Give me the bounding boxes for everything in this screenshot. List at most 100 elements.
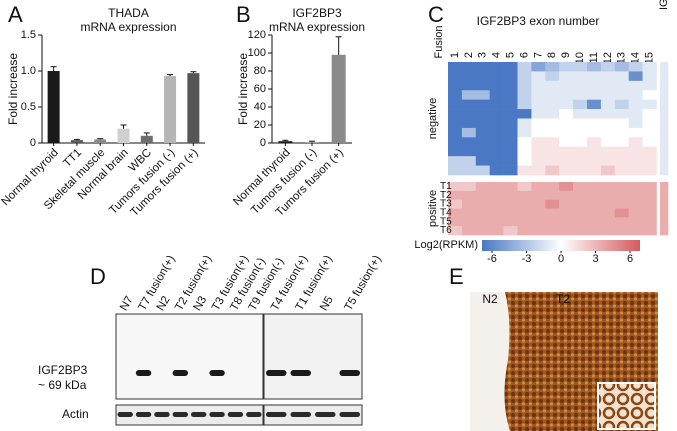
column-label: 6 — [518, 52, 530, 58]
column-label: IGF2BP3 — [658, 0, 670, 10]
heatmap-cell — [531, 226, 546, 236]
column-label: 7 — [532, 52, 544, 58]
heatmap-cell — [628, 80, 643, 91]
heatmap-cell — [531, 80, 546, 91]
actin-band — [190, 412, 207, 417]
heatmap-cell — [587, 99, 602, 110]
heatmap-cell — [448, 118, 463, 129]
heatmap-cell — [461, 118, 477, 129]
heatmap-cell — [587, 127, 602, 138]
heatmap-cell — [461, 71, 477, 82]
blot-membrane — [115, 313, 264, 400]
heatmap-cell — [600, 190, 616, 200]
heatmap-cell — [489, 146, 504, 157]
column-label: 11 — [588, 52, 600, 63]
heatmap-cell — [448, 80, 463, 91]
heatmap-cell — [559, 190, 574, 200]
heatmap-cell — [628, 90, 643, 100]
heatmap-cell — [531, 118, 546, 129]
heatmap-cell — [489, 217, 504, 227]
heatmap-cell — [448, 208, 463, 218]
heatmap-cell — [660, 62, 669, 72]
heatmap-cell — [600, 127, 616, 138]
heatmap-cell — [545, 99, 560, 110]
heatmap-cell — [531, 109, 546, 119]
heatmap-cell — [489, 190, 504, 200]
heatmap-cell — [642, 226, 657, 236]
heatmap-cell — [600, 80, 616, 91]
heatmap-cell — [573, 208, 588, 218]
heatmap-cell — [642, 80, 657, 91]
heatmap-cell — [559, 165, 574, 176]
heatmap-cell — [531, 165, 546, 176]
y-tick-label: 80 — [254, 65, 266, 77]
heatmap-cell — [531, 71, 546, 82]
heatmap-cell — [559, 99, 574, 110]
heatmap-cell — [614, 80, 629, 91]
heatmap-cell — [517, 71, 532, 82]
heatmap-cell — [448, 190, 463, 200]
heatmap-cell — [503, 71, 518, 82]
heatmap-cell — [600, 90, 616, 100]
heatmap-cell — [600, 118, 616, 129]
heatmap-cell — [587, 118, 602, 129]
heatmap-cell — [503, 62, 518, 72]
protein-band — [339, 370, 361, 376]
column-label: 1 — [449, 52, 461, 58]
heatmap-cell — [628, 127, 643, 138]
heatmap-cell — [614, 118, 629, 129]
heatmap-cell — [660, 190, 669, 200]
actin-band — [265, 412, 287, 417]
actin-band — [339, 412, 361, 417]
heatmap-cell — [503, 109, 518, 119]
heatmap-cell — [489, 137, 504, 148]
protein-band — [290, 370, 312, 376]
heatmap-cell — [573, 80, 588, 91]
heatmap-cell — [448, 226, 463, 236]
heatmap-cell — [545, 217, 560, 227]
heatmap-cell — [545, 118, 560, 129]
heatmap-cell — [475, 62, 490, 72]
bar — [331, 54, 346, 143]
actin-band — [246, 412, 262, 417]
heatmap-cell — [475, 165, 490, 176]
heatmap-cell — [503, 182, 518, 192]
heatmap-cell — [614, 190, 629, 200]
heatmap-cell — [660, 208, 669, 218]
heatmap-cell — [587, 109, 602, 119]
bar — [278, 141, 293, 143]
heatmap-cell — [545, 109, 560, 119]
y-tick-label: 1.5 — [21, 29, 36, 41]
heatmap-cell — [461, 109, 477, 119]
heatmap-cell — [573, 217, 588, 227]
heatmap-cell — [642, 182, 657, 192]
heatmap-cell — [531, 62, 546, 72]
heatmap-cell — [628, 182, 643, 192]
heatmap-cell — [489, 62, 504, 72]
heatmap-cell — [559, 127, 574, 138]
row-label: T5 — [440, 216, 452, 227]
heatmap-cell — [573, 182, 588, 192]
heatmap-cell — [587, 71, 602, 82]
protein-label: IGF2BP3 — [38, 363, 88, 377]
y-tick-label: 0.5 — [21, 101, 36, 113]
heatmap-cell — [587, 190, 602, 200]
protein-band — [172, 370, 189, 376]
heatmap-cell — [600, 156, 616, 166]
heatmap-cell — [517, 62, 532, 72]
heatmap-cell — [559, 71, 574, 82]
heatmap-cell — [642, 156, 657, 166]
protein-band — [135, 370, 152, 376]
chart-title: IGF2BP3 exon number — [477, 14, 600, 28]
bar — [305, 142, 319, 143]
row-label: T2 — [440, 190, 452, 201]
heatmap-cell — [461, 80, 477, 91]
heatmap-cell — [531, 182, 546, 192]
y-tick-label: 120 — [248, 29, 266, 41]
loading-label: Actin — [62, 407, 89, 421]
actin-band — [209, 412, 225, 417]
group-label: negative — [427, 98, 439, 140]
heatmap-cell — [628, 199, 643, 209]
chart-title: THADA — [108, 6, 149, 20]
heatmap-cell — [573, 118, 588, 129]
